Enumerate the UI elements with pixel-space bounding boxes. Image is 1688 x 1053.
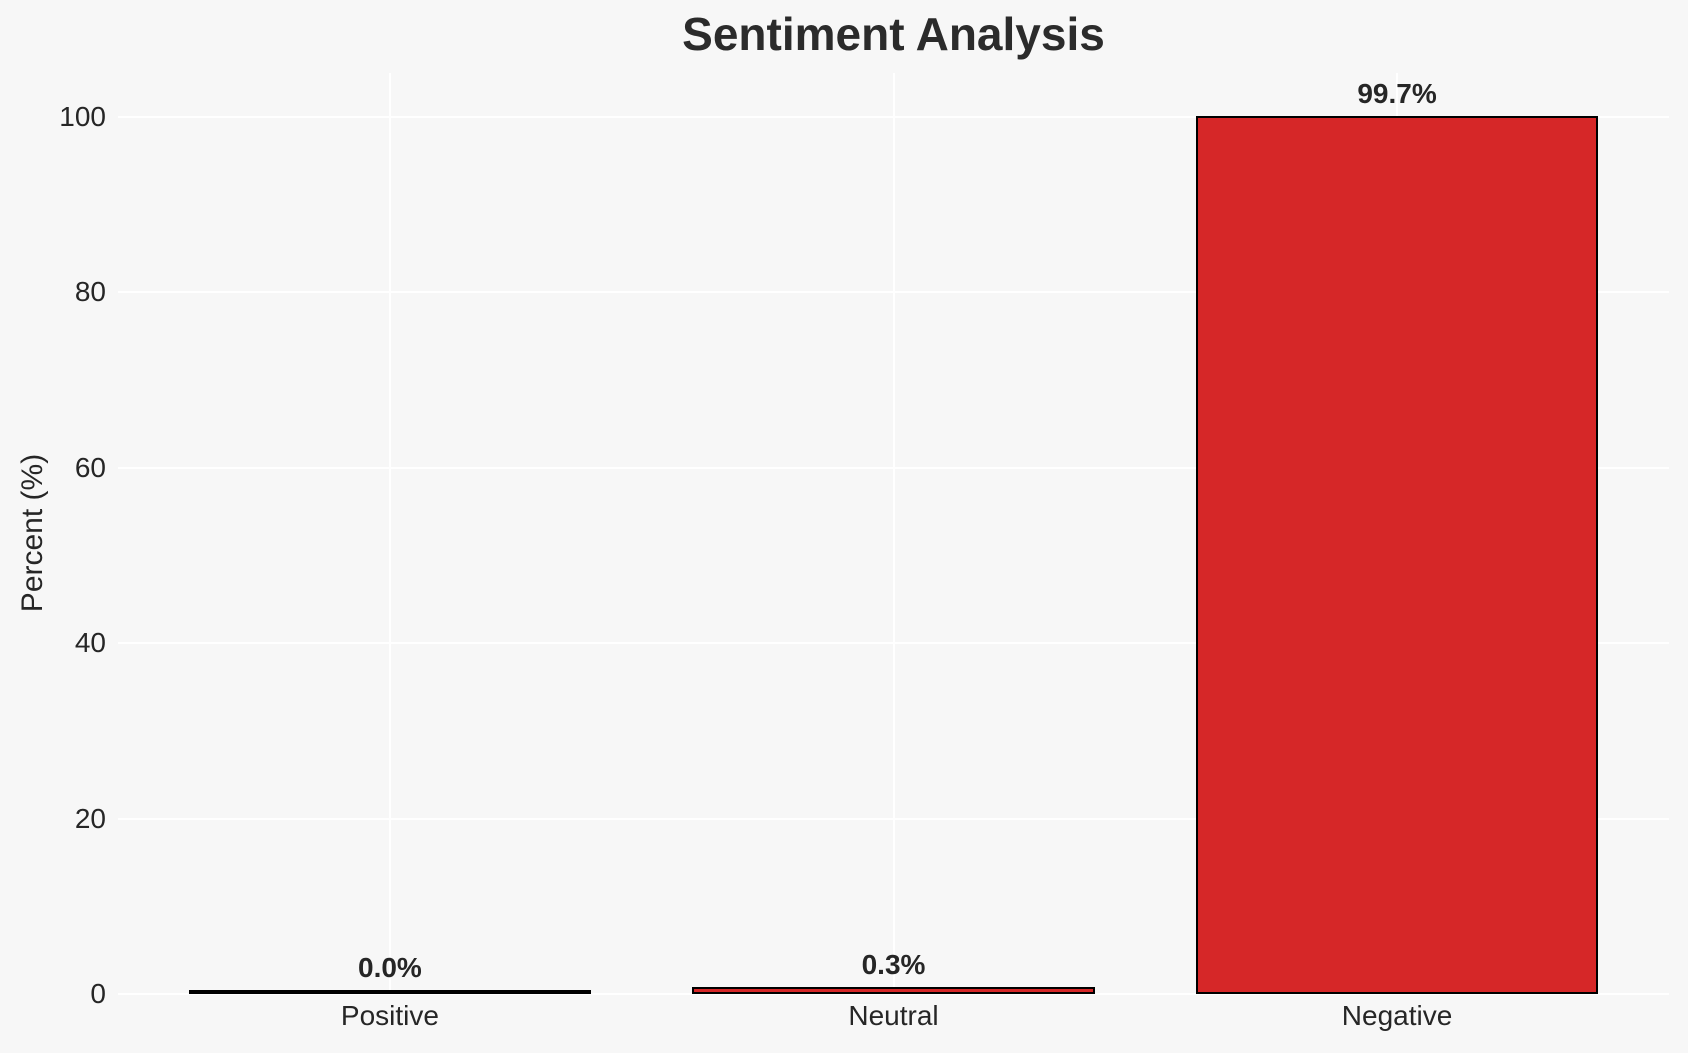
gridline-h-0 (118, 993, 1669, 995)
x-tick-label-positive: Positive (340, 1000, 439, 1031)
bar-neutral (692, 987, 1095, 994)
bar-negative (1195, 115, 1599, 994)
gridline-v-neutral (892, 73, 895, 994)
plot-area: 0.0% 0.3% 99.7% (118, 73, 1669, 995)
y-tick-label-40: 40 (74, 627, 106, 659)
bar-positive (188, 990, 592, 994)
bar-value-label-positive: 0.0% (358, 952, 422, 983)
chart-title: Sentiment Analysis (682, 8, 1105, 60)
y-tick-label-20: 20 (74, 802, 106, 834)
bar-value-label-negative: 99.7% (1357, 77, 1437, 109)
bar-value-label-neutral: 0.3% (861, 949, 926, 981)
y-tick-label-100: 100 (59, 100, 106, 132)
x-tick-label-negative: Negative (1341, 1000, 1453, 1031)
y-tick-label-0: 0 (90, 978, 106, 1009)
y-tick-label-60: 60 (74, 451, 106, 483)
gridline-v-positive (388, 73, 391, 994)
y-tick-label-80: 80 (74, 276, 106, 308)
x-tick-label-neutral: Neutral (848, 1000, 939, 1031)
